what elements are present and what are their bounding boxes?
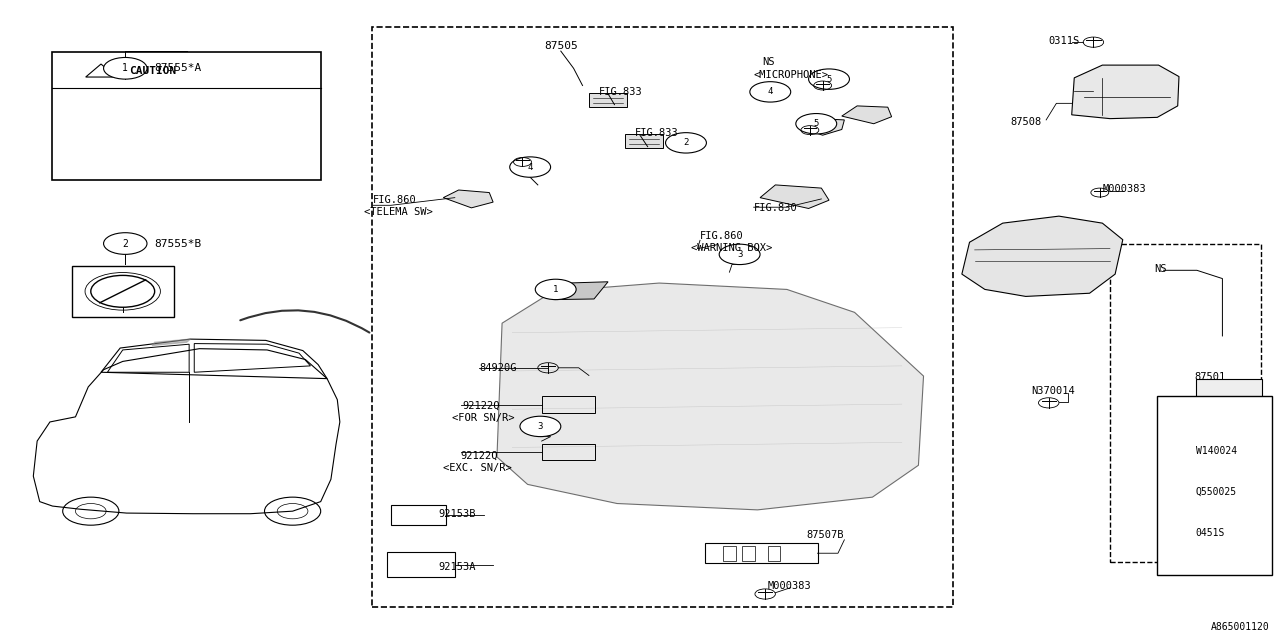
Text: 92122Q: 92122Q [460, 451, 498, 461]
Polygon shape [842, 106, 892, 124]
Text: <TELEMA SW>: <TELEMA SW> [364, 207, 433, 217]
Polygon shape [1071, 65, 1179, 118]
Text: FIG.860: FIG.860 [700, 231, 744, 241]
Circle shape [104, 233, 147, 254]
Text: 2: 2 [684, 138, 689, 147]
Polygon shape [554, 282, 608, 300]
Polygon shape [497, 283, 924, 510]
Text: 1: 1 [123, 63, 128, 74]
Text: NS: NS [1155, 264, 1167, 274]
Bar [768, 545, 781, 561]
Text: 3: 3 [1172, 446, 1178, 455]
Polygon shape [152, 339, 191, 346]
Bar [625, 134, 663, 148]
Text: 4: 4 [1172, 488, 1178, 497]
Text: W140024: W140024 [1196, 445, 1236, 456]
Text: 5: 5 [1172, 529, 1178, 538]
Circle shape [535, 279, 576, 300]
Text: M000383: M000383 [768, 581, 812, 591]
Polygon shape [804, 118, 845, 135]
Text: FIG.833: FIG.833 [635, 128, 678, 138]
Circle shape [1158, 484, 1192, 500]
Text: 87501: 87501 [1194, 372, 1225, 382]
Text: 92153B: 92153B [438, 509, 476, 518]
Text: 87555*A: 87555*A [155, 63, 202, 74]
Bar [1157, 396, 1272, 575]
Text: 92122Q: 92122Q [462, 401, 500, 411]
Text: FIG.860: FIG.860 [372, 195, 417, 205]
Text: M000383: M000383 [1102, 184, 1146, 195]
Text: 5: 5 [827, 75, 832, 84]
Text: 92153A: 92153A [438, 562, 476, 572]
Polygon shape [961, 216, 1123, 296]
Bar [541, 396, 595, 413]
Circle shape [1158, 525, 1192, 541]
Text: 87505: 87505 [544, 41, 577, 51]
Polygon shape [443, 190, 493, 208]
Bar [390, 505, 445, 525]
Text: 87507B: 87507B [806, 531, 844, 540]
Text: N370014: N370014 [1030, 387, 1075, 396]
Text: FIG.830: FIG.830 [754, 204, 797, 214]
Text: 5: 5 [814, 119, 819, 128]
Bar [589, 93, 627, 106]
Circle shape [1158, 442, 1192, 459]
Circle shape [809, 69, 850, 90]
Bar [72, 266, 174, 317]
Text: CAUTION: CAUTION [129, 66, 177, 76]
Text: 1: 1 [553, 285, 558, 294]
Bar [52, 52, 321, 180]
Bar [387, 552, 454, 577]
Text: FIG.833: FIG.833 [599, 87, 643, 97]
Text: 87555*B: 87555*B [155, 239, 202, 248]
Bar [705, 543, 818, 563]
Text: Q550025: Q550025 [1196, 487, 1236, 497]
Bar [541, 444, 595, 460]
Text: A865001120: A865001120 [1211, 622, 1270, 632]
Text: <FOR SN/R>: <FOR SN/R> [452, 413, 515, 423]
Bar [371, 27, 952, 607]
Text: 3: 3 [538, 422, 543, 431]
Bar [1196, 380, 1262, 478]
Circle shape [796, 113, 837, 134]
Text: <MICROPHONE>: <MICROPHONE> [754, 70, 828, 79]
Text: 3: 3 [737, 250, 742, 259]
Text: <WARNING BOX>: <WARNING BOX> [691, 243, 772, 253]
Circle shape [666, 132, 707, 153]
Text: 4: 4 [527, 163, 532, 172]
Circle shape [509, 157, 550, 177]
Circle shape [104, 58, 147, 79]
Text: 4: 4 [768, 88, 773, 97]
Text: 87508: 87508 [1010, 118, 1042, 127]
Circle shape [750, 82, 791, 102]
Bar [742, 545, 755, 561]
Text: 0311S: 0311S [1048, 36, 1080, 46]
Bar [1110, 244, 1261, 562]
Circle shape [719, 244, 760, 264]
Circle shape [520, 416, 561, 436]
Text: 0451S: 0451S [1196, 529, 1225, 538]
Text: 2: 2 [123, 239, 128, 248]
Text: NS: NS [763, 57, 776, 67]
Text: 84920G: 84920G [479, 364, 517, 373]
Text: <EXC. SN/R>: <EXC. SN/R> [443, 463, 512, 473]
Bar [723, 545, 736, 561]
Polygon shape [760, 185, 829, 209]
